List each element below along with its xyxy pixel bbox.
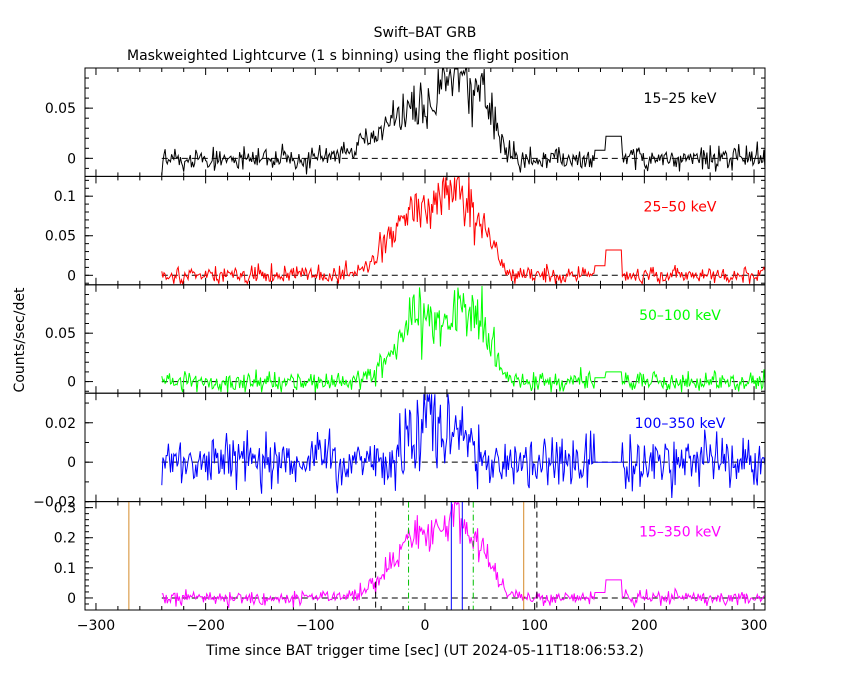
lightcurve-series [161,394,766,499]
panel-1: 0 0.05 0.1 25–50 keV [45,175,766,286]
x-tick-label: 200 [631,618,658,634]
y-tick-label: 0.1 [54,561,76,577]
band-label: 100–350 keV [635,416,726,432]
chart-subtitle: Maskweighted Lightcurve (1 s binning) us… [127,48,569,64]
panel-3: −0.02 0 0.02 100–350 keV [33,392,766,511]
x-tick-label: −300 [77,618,115,634]
x-tick-label: −200 [186,618,224,634]
panel-frame [84,284,766,394]
y-axis-label: Counts/sec/det [12,287,28,392]
lightcurve-series [161,68,766,176]
lightcurve-series [161,501,766,609]
band-label: 15–25 keV [644,91,717,107]
panel-frame [84,175,766,286]
y-tick-label: 0.05 [45,229,76,245]
x-axis-label: Time since BAT trigger time [sec] (UT 20… [205,643,644,659]
y-tick-label: 0 [67,455,76,471]
band-label: 25–50 keV [644,199,717,215]
y-tick-label: 0.1 [54,189,76,205]
x-tick-label: 300 [741,618,768,634]
y-tick-label: 0 [67,151,76,167]
band-label: 50–100 keV [639,308,721,324]
y-tick-label: −0.02 [33,495,76,511]
band-label: 15–350 keV [639,525,721,541]
x-tick-label: −100 [296,618,334,634]
panel-4: 0 0.1 0.2 0.3 15–350 keV [54,501,766,611]
panel-0: 0 0.05 15–25 keV [45,67,766,177]
panel-2: 0 0.05 50–100 keV [45,284,766,394]
y-tick-label: 0.05 [45,101,76,117]
panel-frame [84,501,766,611]
panels-group: 0 0.05 15–25 keV 0 0.05 0.1 25–50 keV 0 0.05 50–1… [33,67,768,634]
y-tick-label: 0 [67,375,76,391]
y-tick-label: 0.02 [45,416,76,432]
x-tick-label: 0 [421,618,430,634]
y-tick-label: 0.3 [54,501,76,517]
y-tick-label: 0 [67,591,76,607]
lightcurve-series [161,285,766,393]
x-tick-label: 100 [521,618,548,634]
chart-title: Swift–BAT GRB [374,25,477,41]
y-tick-label: 0.05 [45,326,76,342]
lightcurve-series [161,176,766,286]
y-tick-label: 0 [67,268,76,284]
y-tick-label: 0.2 [54,531,76,547]
